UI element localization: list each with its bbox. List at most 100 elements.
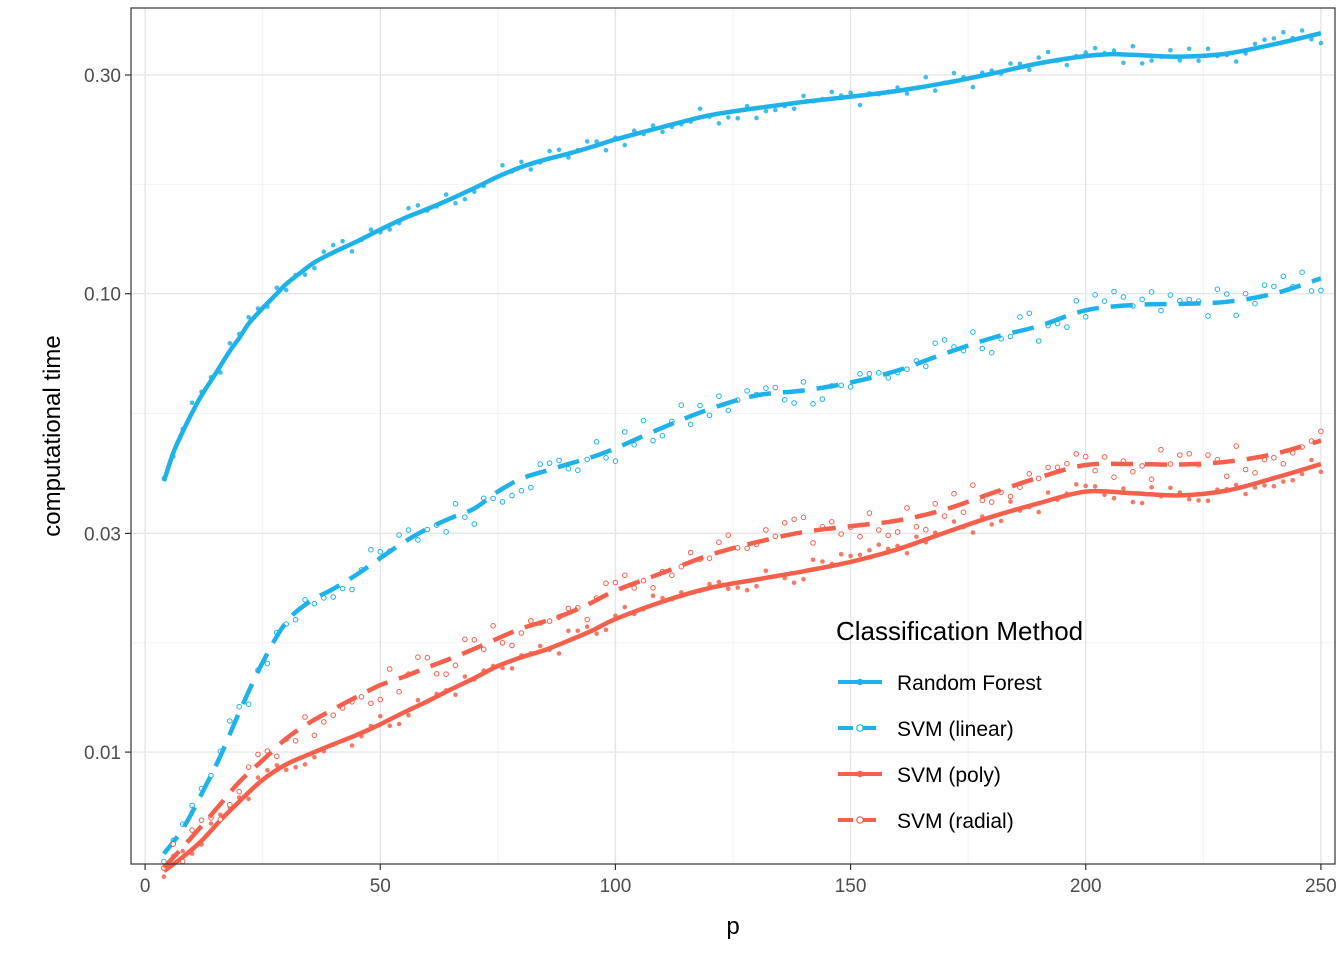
data-point <box>349 249 355 254</box>
data-point <box>603 627 609 633</box>
data-point <box>406 205 411 211</box>
data-point <box>1111 495 1117 501</box>
data-point <box>245 701 252 708</box>
data-point <box>829 519 835 525</box>
data-point <box>415 654 421 661</box>
data-point <box>1008 61 1013 66</box>
legend-item-svm-linear: SVM (linear) <box>838 718 1014 741</box>
data-point <box>556 457 562 464</box>
data-point <box>1158 307 1164 314</box>
x-tick-label: 200 <box>1070 876 1102 897</box>
data-point <box>612 458 619 465</box>
data-point <box>791 580 797 586</box>
data-point <box>669 572 675 579</box>
data-point <box>1252 485 1258 490</box>
data-point <box>1158 446 1164 453</box>
data-point <box>1007 493 1014 500</box>
data-point <box>941 513 948 519</box>
data-point <box>1271 36 1277 41</box>
data-point <box>1045 49 1051 55</box>
data-point <box>1233 59 1239 64</box>
data-point <box>687 421 694 428</box>
data-point <box>650 437 656 444</box>
data-point <box>791 106 797 112</box>
data-point <box>377 548 384 555</box>
data-point <box>801 576 806 582</box>
data-point <box>885 375 892 381</box>
data-point <box>904 366 910 373</box>
data-point <box>1196 498 1201 503</box>
data-point <box>1299 471 1305 477</box>
data-point <box>1064 324 1070 330</box>
data-point <box>951 519 957 524</box>
data-point <box>1026 310 1033 317</box>
data-point <box>1242 290 1249 297</box>
legend-item-svm-poly: SVM (poly) <box>838 764 1001 787</box>
data-point <box>1035 338 1042 344</box>
data-point <box>772 384 779 391</box>
data-point <box>1177 58 1183 63</box>
data-point <box>725 532 732 539</box>
y-axis-title: computational time <box>39 335 66 536</box>
data-point <box>801 93 806 99</box>
data-point <box>1233 312 1239 319</box>
data-point <box>283 287 289 293</box>
data-point <box>1073 451 1080 457</box>
data-point <box>246 314 251 320</box>
y-tick-label: 0.01 <box>84 743 121 764</box>
data-point <box>189 827 195 833</box>
data-point <box>1149 58 1154 63</box>
data-point <box>368 700 374 707</box>
data-point <box>179 858 186 865</box>
data-point <box>1318 40 1324 46</box>
data-point <box>1252 300 1258 307</box>
legend: Classification Method Random Forest SVM (… <box>836 616 1083 833</box>
data-point <box>433 671 440 677</box>
data-point <box>1261 282 1268 288</box>
data-point <box>546 618 553 624</box>
data-point <box>424 526 431 533</box>
data-point <box>274 763 280 768</box>
data-point <box>603 580 609 587</box>
legend-label: SVM (linear) <box>897 718 1014 741</box>
data-point <box>876 370 882 376</box>
series-svm-linear <box>161 269 1324 865</box>
data-point <box>687 549 694 556</box>
data-point <box>1073 298 1080 304</box>
data-point <box>1186 46 1192 52</box>
plot-panel-border <box>130 7 1336 865</box>
data-point <box>471 637 478 643</box>
data-point <box>255 751 261 758</box>
data-point <box>490 495 496 502</box>
data-point <box>1280 273 1287 280</box>
data-point <box>904 91 910 96</box>
data-point <box>697 106 703 112</box>
data-point <box>979 345 986 352</box>
data-point <box>1111 288 1117 295</box>
data-point <box>763 568 769 574</box>
data-point <box>716 539 722 546</box>
data-point <box>368 546 374 553</box>
data-point <box>857 552 863 558</box>
data-point <box>593 439 600 445</box>
data-point <box>189 400 195 406</box>
data-point <box>518 630 525 636</box>
data-point <box>988 349 995 356</box>
data-point <box>565 605 572 612</box>
data-point <box>1290 478 1295 483</box>
data-point <box>396 721 402 727</box>
data-point <box>575 628 581 634</box>
data-point <box>1271 283 1277 290</box>
data-point <box>772 533 779 540</box>
data-point <box>1299 269 1305 276</box>
data-point <box>1299 28 1305 33</box>
series-svm-poly <box>161 457 1324 879</box>
data-point <box>594 631 599 636</box>
legend-label: Random Forest <box>897 672 1042 695</box>
data-point <box>1262 483 1267 488</box>
data-point <box>1309 457 1314 463</box>
data-point <box>584 139 590 144</box>
data-point <box>509 492 515 499</box>
data-point <box>1121 486 1126 491</box>
data-point <box>480 646 487 653</box>
